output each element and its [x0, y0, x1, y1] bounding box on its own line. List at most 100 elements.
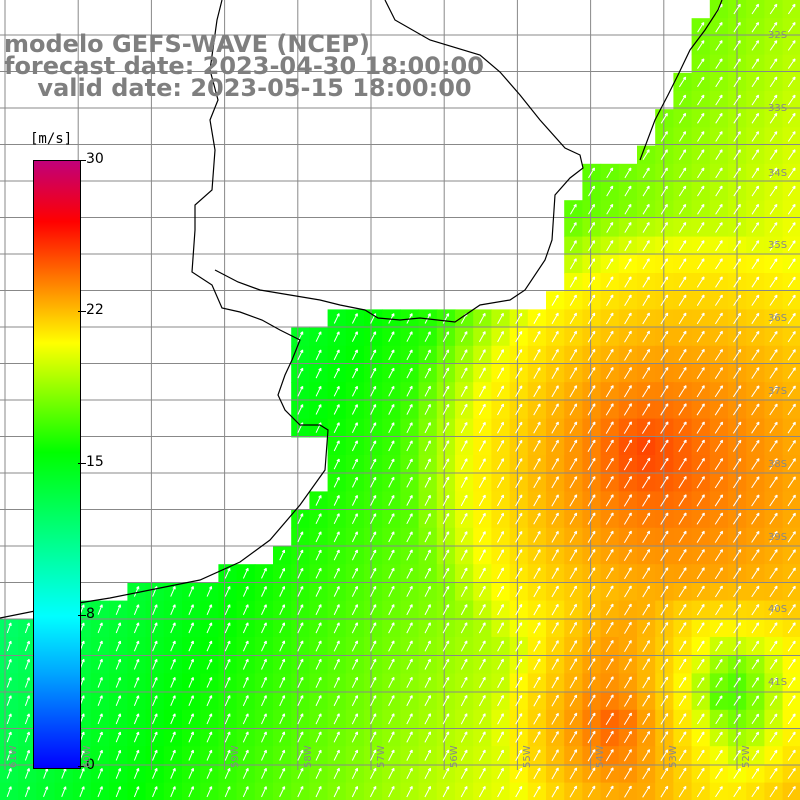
wind-arrow [733, 677, 741, 688]
wind-arrow [751, 476, 760, 489]
wind-arrow [478, 476, 486, 488]
wind-arrow [623, 767, 632, 780]
wind-arrow [787, 749, 796, 761]
wind-arrow [787, 603, 796, 616]
wind-arrow [660, 385, 669, 398]
wind-arrow [624, 203, 632, 215]
wind-arrow [533, 367, 541, 379]
wind-arrow [678, 640, 687, 652]
wind-arrow [351, 349, 358, 361]
wind-arrow [569, 494, 578, 507]
wind-arrow [678, 167, 687, 179]
wind-arrow [787, 767, 796, 779]
wind-arrow [605, 694, 614, 707]
wind-arrow [460, 349, 468, 361]
wind-arrow [424, 367, 431, 379]
wind-arrow [478, 549, 486, 561]
wind-arrow [460, 494, 468, 507]
wind-arrow [460, 676, 468, 688]
wind-arrow [678, 94, 687, 106]
wind-arrow [460, 695, 468, 707]
wind-arrow [388, 331, 395, 342]
wind-arrow [551, 549, 559, 561]
wind-arrow [733, 294, 742, 306]
wind-arrow [133, 767, 140, 779]
wind-arrow [388, 695, 395, 707]
wind-arrow [769, 603, 778, 616]
wind-arrow [605, 494, 614, 507]
wind-arrow [424, 658, 431, 670]
wind-arrow [242, 695, 249, 707]
wind-arrow [442, 385, 450, 397]
wind-arrow [733, 112, 741, 124]
wind-arrow [660, 548, 669, 562]
wind-arrow [442, 640, 450, 652]
wind-arrow [769, 330, 778, 343]
wind-arrow [533, 603, 541, 616]
wind-arrow [497, 330, 504, 343]
wind-arrow [478, 749, 486, 761]
wind-arrow [133, 640, 140, 652]
wind-arrow [678, 131, 687, 142]
wind-arrow [787, 76, 796, 88]
wind-arrow [370, 567, 377, 579]
wind-arrow [133, 749, 140, 761]
wind-arrow [715, 222, 723, 233]
wind-arrow [497, 312, 504, 324]
wind-arrow [388, 622, 395, 634]
wind-arrow [533, 312, 541, 325]
wind-arrow [769, 458, 778, 470]
wind-arrow [551, 785, 559, 798]
wind-arrow [424, 695, 431, 707]
wind-arrow [478, 676, 486, 688]
wind-arrow [715, 21, 723, 33]
wind-arrow [442, 476, 450, 488]
wind-arrow [733, 367, 742, 379]
wind-arrow [497, 512, 504, 525]
wind-arrow [751, 421, 760, 434]
wind-arrow [351, 640, 358, 652]
wind-arrow [660, 240, 668, 252]
wind-arrow [406, 695, 413, 707]
wind-arrow [642, 694, 651, 707]
wind-arrow [714, 367, 723, 379]
wind-arrow [751, 185, 760, 197]
wind-arrow [515, 549, 523, 561]
wind-arrow [605, 421, 614, 434]
wind-arrow [442, 767, 450, 780]
wind-arrow [388, 440, 395, 452]
wind-arrow [333, 786, 340, 798]
wind-arrow [715, 94, 723, 106]
wind-arrow [551, 676, 559, 689]
wind-arrow [624, 585, 632, 598]
wind-arrow [351, 695, 358, 707]
wind-arrow [261, 567, 267, 579]
wind-arrow [478, 694, 486, 707]
wind-arrow [696, 403, 705, 416]
wind-arrow [642, 548, 651, 562]
wind-arrow [624, 258, 632, 270]
wind-arrow [315, 786, 322, 798]
wind-arrow [6, 640, 12, 652]
wind-arrow [370, 549, 377, 561]
wind-arrow [242, 749, 249, 761]
wind-arrow [388, 604, 395, 616]
wind-arrow [623, 403, 632, 416]
wind-arrow [642, 167, 650, 179]
wind-arrow [678, 330, 687, 343]
wind-arrow [623, 712, 632, 726]
wind-arrow [587, 749, 596, 762]
wind-arrow [351, 385, 358, 397]
colorbar-unit: [m/s] [30, 131, 73, 147]
wind-arrow [678, 695, 687, 707]
wind-arrow [315, 695, 322, 707]
wind-arrow [678, 585, 687, 598]
wind-arrow [333, 313, 340, 324]
wind-arrow [751, 112, 760, 124]
wind-arrow [751, 786, 760, 798]
wind-arrow [551, 512, 559, 525]
wind-arrow [370, 676, 377, 688]
wind-arrow [152, 731, 158, 743]
wind-arrow [497, 367, 504, 379]
wind-arrow [787, 349, 796, 361]
